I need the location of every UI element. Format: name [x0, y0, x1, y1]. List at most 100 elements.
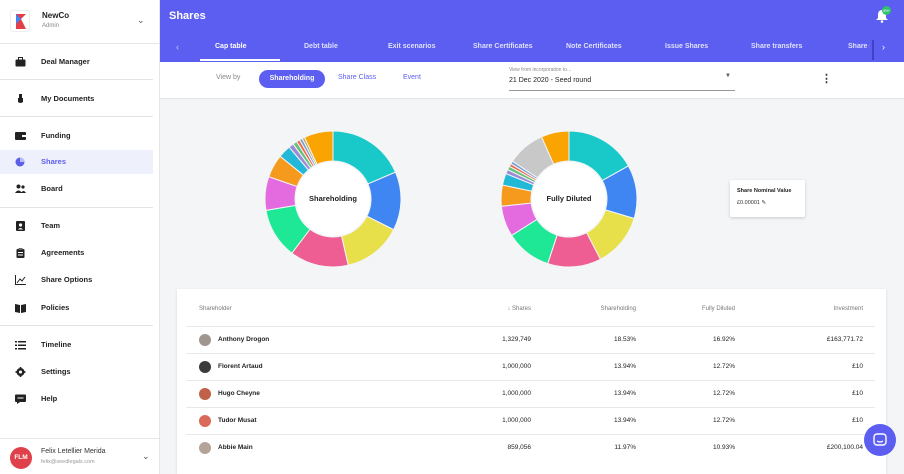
- caret-down-icon: ▼: [725, 73, 731, 79]
- column-header-shareholding[interactable]: Shareholding: [600, 306, 636, 312]
- column-header-fully-diluted[interactable]: Fully Diluted: [701, 306, 735, 312]
- more-options-icon[interactable]: ⋮: [821, 73, 832, 85]
- share-nominal-value-card: Share Nominal Value £0.00001 ✎: [730, 180, 805, 217]
- sidebar-item-board[interactable]: Board: [0, 177, 153, 201]
- tab-debt-table[interactable]: Debt table: [304, 43, 338, 50]
- donut-segment[interactable]: [303, 130, 334, 166]
- table-row[interactable]: Florent Artaud 1,000,000 13.94% 12.72% £…: [186, 353, 875, 380]
- table-row[interactable]: Tudor Musat 1,000,000 13.94% 12.72% £10: [186, 407, 875, 434]
- avatar: [199, 442, 211, 454]
- sidebar-item-label: Funding: [41, 131, 71, 140]
- sidebar-item-label: Help: [41, 394, 58, 403]
- sidebar-item-label: My Documents: [41, 94, 95, 103]
- sidebar-item-label: Team: [41, 221, 61, 230]
- sidebar-item-help[interactable]: Help: [0, 387, 153, 411]
- nominal-value[interactable]: £0.00001 ✎: [737, 200, 766, 206]
- shares-cell: 1,000,000: [502, 417, 531, 424]
- column-header-shares[interactable]: ↓ Shares: [487, 306, 531, 312]
- org-logo: [10, 10, 30, 32]
- shareholding-cell: 13.94%: [613, 363, 636, 370]
- tab-share-transfers[interactable]: Share transfers: [751, 43, 803, 50]
- tab-note-certificates[interactable]: Note Certificates: [566, 43, 622, 50]
- gear-icon: [15, 367, 26, 377]
- column-header-shareholder[interactable]: Shareholder: [199, 306, 232, 312]
- sidebar-item-deal-manager[interactable]: Deal Manager: [0, 50, 153, 74]
- table-row[interactable]: Abbie Main 859,056 11.97% 10.93% £200,10…: [186, 434, 875, 461]
- chat-icon: [15, 394, 26, 404]
- sidebar-item-label: Board: [41, 184, 63, 193]
- chat-icon: [873, 433, 887, 446]
- investment-cell: £10: [852, 363, 863, 370]
- contact-icon: [16, 221, 25, 231]
- shareholder-name: Tudor Musat: [218, 417, 257, 424]
- tab-cap-table[interactable]: Cap table: [215, 43, 247, 50]
- avatar: [199, 415, 211, 427]
- briefcase-icon: [15, 57, 26, 67]
- shares-cell: 1,000,000: [502, 390, 531, 397]
- sidebar-item-settings[interactable]: Settings: [0, 360, 153, 384]
- shares-cell: 1,000,000: [502, 363, 531, 370]
- chart-icon: [15, 275, 26, 285]
- people-icon: [15, 184, 26, 193]
- tab-exit-scenarios[interactable]: Exit scenarios: [388, 43, 436, 50]
- avatar: FLM: [10, 447, 32, 469]
- sidebar-item-team[interactable]: Team: [0, 214, 153, 238]
- divider: [0, 207, 153, 208]
- sidebar-item-agreements[interactable]: Agreements: [0, 241, 153, 265]
- chevron-left-icon[interactable]: ‹: [176, 42, 179, 52]
- chevron-down-icon: ⌄: [142, 451, 150, 461]
- tab-share-certificates[interactable]: Share Certificates: [473, 43, 533, 50]
- book-icon: [15, 304, 26, 313]
- donut-hole: [296, 162, 370, 236]
- sidebar-item-my-documents[interactable]: My Documents: [0, 87, 153, 111]
- list-icon: [15, 341, 26, 350]
- sidebar-item-policies[interactable]: Policies: [0, 296, 153, 320]
- investment-cell: £163,771.72: [826, 336, 863, 343]
- sidebar-item-share-options[interactable]: Share Options: [0, 268, 153, 292]
- chat-launcher-button[interactable]: [864, 424, 896, 456]
- shareholding-cell: 11.97%: [614, 444, 636, 451]
- sidebar: NewCo Admin ⌄ Deal Manager My Documents …: [0, 0, 160, 474]
- pie-icon: [15, 157, 25, 167]
- tab-share-s[interactable]: Share s: [848, 43, 870, 50]
- shareholder-name: Hugo Cheyne: [218, 390, 260, 397]
- view-by-label: View by: [216, 74, 241, 81]
- date-select-value: 21 Dec 2020 - Seed round: [509, 77, 592, 84]
- sidebar-item-label: Shares: [41, 157, 67, 166]
- table-row[interactable]: Anthony Drogon 1,329,749 18.53% 16.92% £…: [186, 326, 875, 353]
- segment-event[interactable]: Event: [403, 74, 421, 81]
- investment-cell: £10: [852, 390, 863, 397]
- fully-diluted-cell: 10.93%: [712, 444, 735, 451]
- column-header-investment[interactable]: Investment: [833, 306, 863, 312]
- fully-diluted-cell: 16.92%: [712, 336, 735, 343]
- sidebar-item-timeline[interactable]: Timeline: [0, 333, 153, 357]
- segment-shareholding[interactable]: Shareholding: [259, 70, 325, 88]
- donut-hole: [532, 162, 606, 236]
- chevron-right-icon[interactable]: ›: [882, 42, 885, 52]
- donut-segment[interactable]: [540, 130, 570, 165]
- chevron-down-icon: ⌄: [137, 15, 145, 25]
- shares-cell: 859,056: [507, 444, 532, 451]
- segment-share-class[interactable]: Share Class: [338, 74, 377, 81]
- nominal-title: Share Nominal Value: [737, 188, 792, 194]
- table-row[interactable]: Hugo Cheyne 1,000,000 13.94% 12.72% £10: [186, 380, 875, 407]
- org-role: Admin: [42, 23, 60, 29]
- org-switcher[interactable]: NewCo Admin ⌄: [0, 0, 160, 44]
- cap-table: Shareholder ↓ Shares Shareholding Fully …: [177, 289, 886, 474]
- tab-issue-shares[interactable]: Issue Shares: [665, 43, 709, 50]
- shareholding-cell: 13.94%: [613, 417, 636, 424]
- avatar: [199, 334, 211, 346]
- sidebar-item-label: Timeline: [41, 340, 72, 349]
- sidebar-item-funding[interactable]: Funding: [0, 124, 153, 148]
- pencil-icon[interactable]: ✎: [761, 200, 767, 206]
- page-title: Shares: [169, 10, 206, 22]
- fully-diluted-cell: 12.72%: [712, 363, 735, 370]
- shareholder-name: Florent Artaud: [218, 363, 263, 370]
- toolbar: View by Shareholding Share Class Event V…: [160, 62, 904, 99]
- sidebar-item-shares[interactable]: Shares: [0, 150, 153, 174]
- tab-bar: ‹ Cap table Debt table Exit scenarios Sh…: [160, 38, 904, 62]
- sidebar-item-label: Agreements: [41, 248, 85, 257]
- user-menu[interactable]: FLM Felix Letellier Merida felix@seedleg…: [0, 438, 160, 474]
- sidebar-item-label: Deal Manager: [41, 57, 90, 66]
